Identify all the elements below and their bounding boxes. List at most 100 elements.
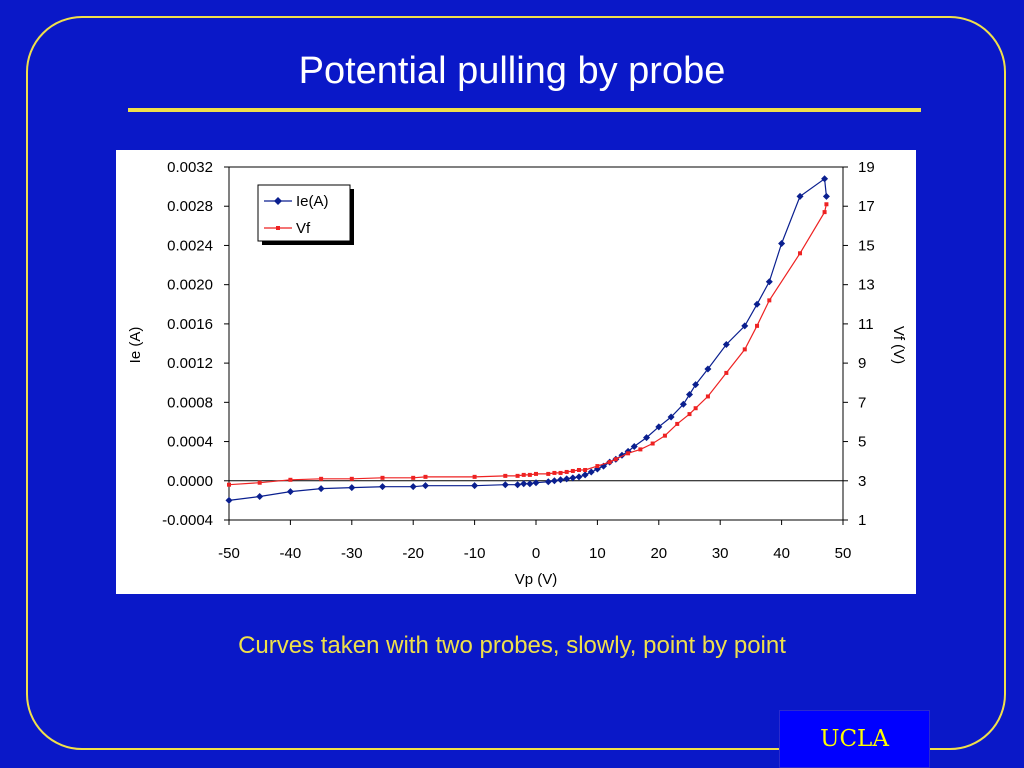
x-tick-label: 50: [835, 545, 852, 562]
data-point-ie: [471, 482, 479, 490]
data-point-vf: [558, 470, 563, 475]
y2-tick-label: 13: [858, 277, 875, 294]
y2-tick-label: 17: [858, 198, 875, 215]
y-axis-label: Ie (A): [127, 327, 144, 364]
data-point-vf: [227, 482, 231, 487]
data-point-vf: [564, 469, 569, 474]
data-point-ie: [587, 468, 595, 476]
data-point-vf: [626, 451, 631, 456]
y2-axis-label: Vf (V): [890, 326, 907, 364]
data-point-ie: [526, 480, 534, 488]
data-point-ie: [569, 474, 577, 482]
data-point-ie: [409, 483, 417, 491]
title-underline: [128, 108, 921, 112]
data-point-vf: [288, 477, 293, 482]
data-point-vf: [411, 475, 416, 480]
y-tick-label: 0.0032: [167, 159, 213, 176]
data-point-ie: [581, 471, 589, 479]
x-tick-label: 20: [650, 545, 667, 562]
legend-label-vf: Vf: [296, 220, 311, 237]
data-point-vf: [662, 433, 667, 438]
data-point-ie: [679, 400, 687, 408]
x-tick-label: -30: [341, 545, 363, 562]
data-point-vf: [576, 467, 581, 472]
data-point-vf: [503, 473, 508, 478]
data-point-ie: [532, 479, 540, 487]
x-axis-ticks: -50 -40 -30 -20 -10 0 10 20 30 40 50: [218, 520, 851, 562]
data-point-ie: [765, 278, 773, 286]
slide-title: Potential pulling by probe: [298, 50, 726, 92]
data-point-ie: [544, 478, 552, 486]
y2-tick-label: 7: [858, 394, 866, 411]
data-point-ie: [753, 300, 761, 308]
data-point-ie: [286, 488, 294, 496]
data-point-ie: [575, 473, 583, 481]
data-point-ie: [692, 381, 700, 389]
x-axis-label: Vp (V): [515, 571, 558, 588]
data-point-ie: [256, 492, 264, 500]
data-point-ie: [741, 322, 749, 330]
data-point-vf: [650, 441, 655, 446]
data-point-vf: [515, 473, 520, 478]
iv-chart: -0.0004 0.0000 0.0004 0.0008 0.0012 0.0016 0.0…: [127, 159, 907, 588]
data-point-vf: [613, 457, 618, 462]
data-point-vf: [349, 476, 354, 481]
y-tick-label: 0.0028: [167, 198, 213, 215]
legend-label-ie: Ie(A): [296, 193, 329, 210]
data-point-vf: [423, 474, 428, 479]
data-point-vf: [705, 394, 710, 399]
data-point-vf: [638, 447, 643, 452]
y-tick-label: 0.0016: [167, 316, 213, 333]
data-point-vf: [742, 347, 747, 352]
data-point-vf: [319, 476, 324, 481]
slide-frame: [26, 16, 1006, 750]
legend-box: [257, 184, 351, 242]
ucla-badge: UCLA: [779, 710, 930, 768]
data-point-vf: [534, 471, 538, 476]
data-point-ie: [704, 365, 712, 373]
x-tick-label: -20: [402, 545, 424, 562]
x-tick-label: -10: [464, 545, 486, 562]
data-point-vf: [527, 472, 532, 477]
data-point-ie: [348, 484, 356, 492]
y2-tick-label: 5: [858, 434, 866, 451]
x-tick-label: 30: [712, 545, 729, 562]
y2-tick-label: 11: [858, 316, 874, 333]
data-point-vf: [521, 472, 526, 477]
x-tick-label: 0: [532, 545, 540, 562]
data-point-vf: [583, 467, 588, 472]
data-point-ie: [379, 483, 386, 491]
data-point-ie: [550, 477, 558, 485]
data-point-vf: [380, 475, 385, 480]
y-tick-label: 0.0000: [167, 473, 213, 490]
y-tick-label: 0.0012: [167, 355, 213, 372]
y-tick-label: 0.0024: [167, 237, 213, 254]
data-point-ie: [618, 451, 626, 459]
data-point-vf: [472, 474, 477, 479]
legend: Ie(A) Vf: [257, 184, 354, 245]
data-point-vf: [767, 298, 772, 303]
data-point-vf: [257, 480, 262, 485]
data-point-ie: [796, 192, 804, 200]
data-point-vf: [595, 464, 600, 469]
data-point-ie: [821, 175, 829, 183]
data-point-vf: [755, 323, 760, 328]
series-line-ie: [228, 177, 827, 501]
y2-tick-label: 1: [858, 512, 866, 529]
data-point-vf: [822, 210, 827, 215]
data-point-vf: [693, 406, 698, 411]
data-point-ie: [225, 496, 233, 504]
data-point-ie: [557, 476, 565, 484]
chart-panel: -0.0004 0.0000 0.0004 0.0008 0.0012 0.0016 0.0…: [116, 150, 916, 594]
y2-tick-label: 3: [858, 473, 866, 490]
y2-tick-label: 9: [858, 355, 866, 372]
data-point-vf: [824, 202, 829, 207]
data-point-vf: [675, 421, 680, 426]
data-point-vf: [798, 251, 803, 256]
legend-marker-ie: [274, 197, 282, 205]
data-point-vf: [607, 460, 612, 465]
data-point-ie: [686, 390, 693, 398]
data-point-ie: [520, 480, 528, 488]
x-tick-label: 40: [773, 545, 790, 562]
